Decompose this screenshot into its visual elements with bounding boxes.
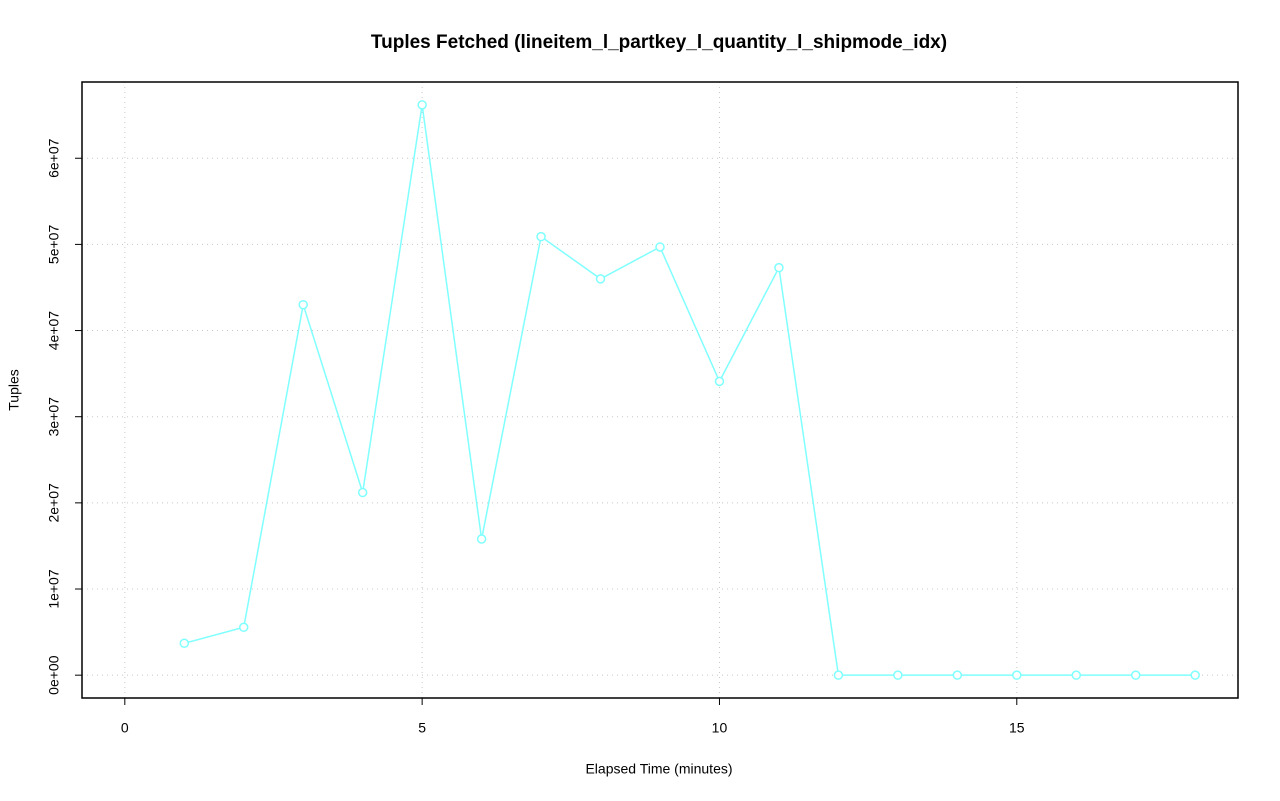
data-point	[536, 231, 546, 242]
y-tick-label: 0e+00	[46, 655, 62, 695]
y-axis-title: Tuples	[6, 369, 22, 411]
data-point	[595, 274, 606, 284]
plot-frame	[81, 81, 1239, 699]
data-point	[893, 670, 903, 680]
data-point	[1190, 670, 1200, 680]
data-point	[417, 100, 427, 110]
x-tick-label: 5	[418, 720, 426, 736]
data-point	[179, 638, 190, 649]
data-point	[1071, 670, 1082, 680]
data-point	[357, 487, 368, 498]
data-point	[655, 242, 665, 252]
data-point	[1012, 670, 1022, 680]
y-tick-label: 1e+07	[46, 569, 62, 609]
data-point	[1130, 670, 1141, 680]
data-point	[238, 622, 249, 633]
y-tick-label: 5e+07	[46, 225, 62, 265]
x-tick-label: 0	[121, 720, 129, 736]
data-point	[298, 299, 308, 310]
data-point	[774, 262, 784, 273]
data-point	[476, 534, 487, 544]
data-point	[833, 670, 844, 680]
y-tick-label: 6e+07	[46, 138, 62, 178]
data-line	[184, 104, 1196, 676]
x-axis-title: Elapsed Time (minutes)	[585, 761, 732, 777]
x-tick-label: 15	[1009, 720, 1025, 736]
y-tick-label: 3e+07	[46, 397, 62, 437]
x-tick-label: 10	[712, 720, 728, 736]
y-tick-label: 4e+07	[46, 311, 62, 351]
data-point	[714, 376, 725, 387]
data-point	[952, 670, 963, 680]
y-tick-label: 2e+07	[46, 483, 62, 523]
chart-title: Tuples Fetched (lineitem_l_partkey_l_qua…	[371, 32, 947, 53]
